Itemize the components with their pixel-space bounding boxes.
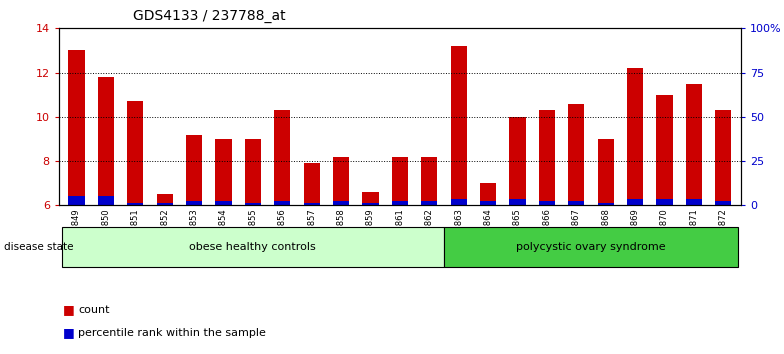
Bar	[98, 196, 114, 205]
Text: percentile rank within the sample: percentile rank within the sample	[78, 328, 267, 338]
Bar	[421, 201, 437, 205]
Text: obese healthy controls: obese healthy controls	[190, 242, 316, 252]
Text: count: count	[78, 305, 110, 315]
Bar	[421, 157, 437, 205]
Bar	[715, 110, 731, 205]
Bar	[245, 139, 261, 205]
Bar	[510, 199, 525, 205]
Text: ■: ■	[63, 326, 74, 339]
Bar	[333, 157, 349, 205]
Bar	[451, 46, 466, 205]
Bar	[362, 203, 379, 205]
Bar	[127, 101, 143, 205]
Bar	[539, 110, 555, 205]
Bar	[68, 51, 85, 205]
Bar	[392, 201, 408, 205]
Bar	[186, 201, 202, 205]
Bar	[539, 201, 555, 205]
Bar	[686, 199, 702, 205]
Bar	[480, 183, 496, 205]
Bar	[274, 201, 290, 205]
Bar	[98, 77, 114, 205]
Bar	[568, 104, 584, 205]
Bar	[216, 139, 231, 205]
Bar	[127, 203, 143, 205]
Bar	[568, 201, 584, 205]
Bar	[303, 203, 320, 205]
Bar	[597, 139, 614, 205]
Bar	[362, 192, 379, 205]
Bar	[216, 201, 231, 205]
Bar	[656, 95, 673, 205]
Bar	[686, 84, 702, 205]
Bar	[157, 194, 172, 205]
Bar	[274, 110, 290, 205]
Bar	[186, 135, 202, 205]
Bar	[480, 201, 496, 205]
Text: disease state: disease state	[4, 242, 74, 252]
Text: ■: ■	[63, 303, 74, 316]
Bar	[68, 196, 85, 205]
Text: GDS4133 / 237788_at: GDS4133 / 237788_at	[133, 9, 286, 23]
Bar	[245, 203, 261, 205]
Bar	[627, 199, 643, 205]
Bar	[333, 201, 349, 205]
Text: polycystic ovary syndrome: polycystic ovary syndrome	[516, 242, 666, 252]
Bar	[627, 68, 643, 205]
Bar	[715, 201, 731, 205]
Bar	[510, 117, 525, 205]
Bar	[451, 199, 466, 205]
Bar	[392, 157, 408, 205]
Bar	[157, 203, 172, 205]
Bar	[303, 163, 320, 205]
Bar	[656, 199, 673, 205]
Bar	[597, 203, 614, 205]
